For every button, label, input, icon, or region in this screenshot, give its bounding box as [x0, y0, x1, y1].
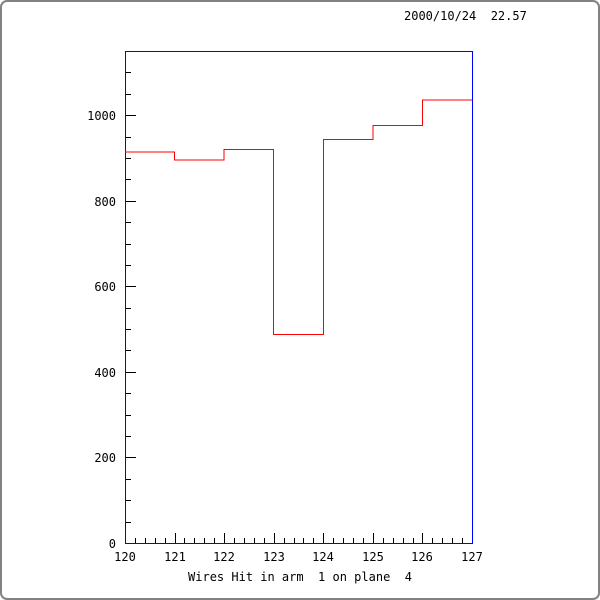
y-tick-label: 1000 [87, 109, 116, 123]
x-minor-tick [284, 538, 285, 543]
y-minor-tick [126, 522, 131, 523]
y-major-tick [126, 457, 136, 458]
x-minor-tick [214, 538, 215, 543]
x-minor-tick [264, 538, 265, 543]
y-tick-label: 400 [94, 366, 116, 380]
x-minor-tick [294, 538, 295, 543]
y-minor-tick [126, 479, 131, 480]
y-minor-tick [126, 265, 131, 266]
x-minor-tick [383, 538, 384, 543]
y-major-tick [126, 286, 136, 287]
x-tick-label: 127 [461, 550, 483, 564]
x-minor-tick [303, 538, 304, 543]
x-minor-tick [234, 538, 235, 543]
x-minor-tick [135, 538, 136, 543]
y-tick-label: 0 [108, 537, 116, 551]
plot-frame [125, 51, 473, 544]
y-tick-label: 800 [94, 195, 116, 209]
x-minor-tick [432, 538, 433, 543]
y-major-tick [126, 115, 136, 116]
y-minor-tick [126, 500, 131, 501]
x-minor-tick [413, 538, 414, 543]
x-tick-label: 124 [312, 550, 334, 564]
x-major-tick [224, 533, 225, 543]
histogram-canvas [125, 99, 472, 336]
y-tick-label: 200 [94, 451, 116, 465]
x-minor-tick [204, 538, 205, 543]
y-minor-tick [126, 393, 131, 394]
x-minor-tick [313, 538, 314, 543]
x-major-tick [175, 533, 176, 543]
y-minor-tick [126, 222, 131, 223]
x-major-tick [274, 533, 275, 543]
y-major-tick [126, 372, 136, 373]
x-minor-tick [184, 538, 185, 543]
x-tick-label: 123 [263, 550, 285, 564]
x-tick-label: 126 [411, 550, 433, 564]
y-minor-tick [126, 329, 131, 330]
y-minor-tick [126, 72, 131, 73]
y-major-tick [126, 201, 136, 202]
histogram-step-line [125, 99, 472, 336]
x-minor-tick [333, 538, 334, 543]
x-minor-tick [462, 538, 463, 543]
y-minor-tick [126, 350, 131, 351]
x-tick-label: 122 [213, 550, 235, 564]
x-minor-tick [145, 538, 146, 543]
x-minor-tick [393, 538, 394, 543]
y-minor-tick [126, 179, 131, 180]
y-minor-tick [126, 436, 131, 437]
x-minor-tick [452, 538, 453, 543]
x-minor-tick [442, 538, 443, 543]
x-tick-label: 125 [362, 550, 384, 564]
plot-timestamp: 2000/10/24 22.57 [404, 9, 527, 23]
y-minor-tick [126, 244, 131, 245]
x-minor-tick [194, 538, 195, 543]
x-minor-tick [363, 538, 364, 543]
x-major-tick [323, 533, 324, 543]
x-axis-title: Wires Hit in arm 1 on plane 4 [188, 570, 412, 584]
x-tick-label: 120 [114, 550, 136, 564]
x-major-tick [373, 533, 374, 543]
x-minor-tick [165, 538, 166, 543]
x-tick-label: 121 [164, 550, 186, 564]
y-minor-tick [126, 308, 131, 309]
y-minor-tick [126, 94, 131, 95]
x-minor-tick [155, 538, 156, 543]
y-tick-label: 600 [94, 280, 116, 294]
y-minor-tick [126, 158, 131, 159]
y-minor-tick [126, 415, 131, 416]
x-minor-tick [244, 538, 245, 543]
x-minor-tick [353, 538, 354, 543]
y-minor-tick [126, 137, 131, 138]
x-minor-tick [343, 538, 344, 543]
x-major-tick [422, 533, 423, 543]
x-minor-tick [403, 538, 404, 543]
x-minor-tick [254, 538, 255, 543]
